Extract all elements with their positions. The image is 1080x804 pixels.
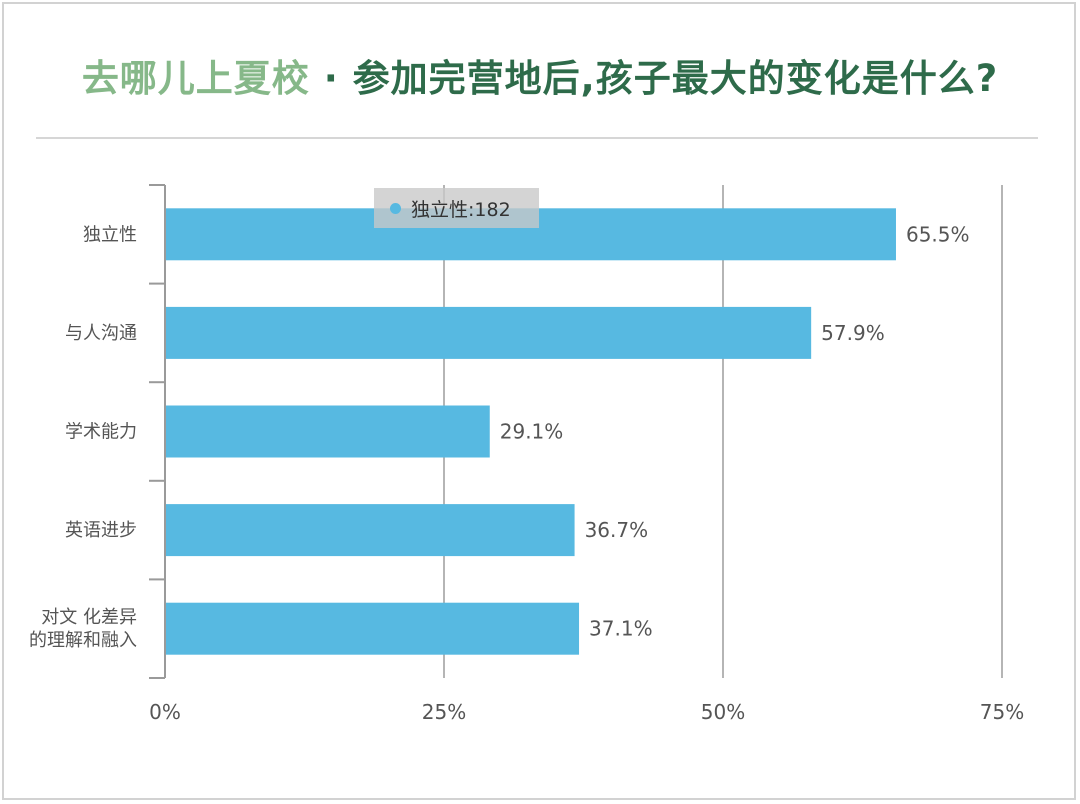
hover-tooltip: 独立性:182: [374, 188, 539, 228]
x-tick-label: 0%: [149, 700, 181, 724]
category-label: 的理解和融入: [29, 630, 137, 651]
tooltip-text: 独立性:182: [411, 198, 511, 221]
category-label: 学术能力: [65, 422, 137, 443]
category-label: 独立性: [83, 224, 137, 245]
category-label: 英语进步: [65, 520, 137, 541]
bar: [166, 602, 580, 655]
tooltip-series-dot: [390, 202, 401, 214]
title-divider: [36, 137, 1038, 139]
bar: [166, 504, 575, 557]
bar-value-label: 36.7%: [585, 518, 649, 542]
category-label: 对文 化差异: [41, 607, 137, 628]
chart-title: 去哪儿上夏校 · 参加完营地后,孩子最大的变化是什么?: [0, 48, 1080, 102]
bar-value-label: 37.1%: [589, 617, 653, 641]
bar-value-label: 29.1%: [500, 420, 564, 444]
category-label: 与人沟通: [65, 323, 137, 344]
bar: [166, 405, 490, 458]
title-separator: ·: [323, 57, 339, 100]
bar-value-label: 65.5%: [906, 222, 970, 246]
title-main: 参加完营地后,孩子最大的变化是什么?: [352, 57, 999, 100]
x-tick-label: 25%: [422, 700, 466, 724]
x-tick-label: 50%: [701, 700, 745, 724]
bar: [166, 306, 812, 359]
bar-value-label: 57.9%: [821, 321, 885, 345]
title-lead: 去哪儿上夏校: [81, 57, 310, 100]
x-tick-label: 75%: [980, 700, 1024, 724]
